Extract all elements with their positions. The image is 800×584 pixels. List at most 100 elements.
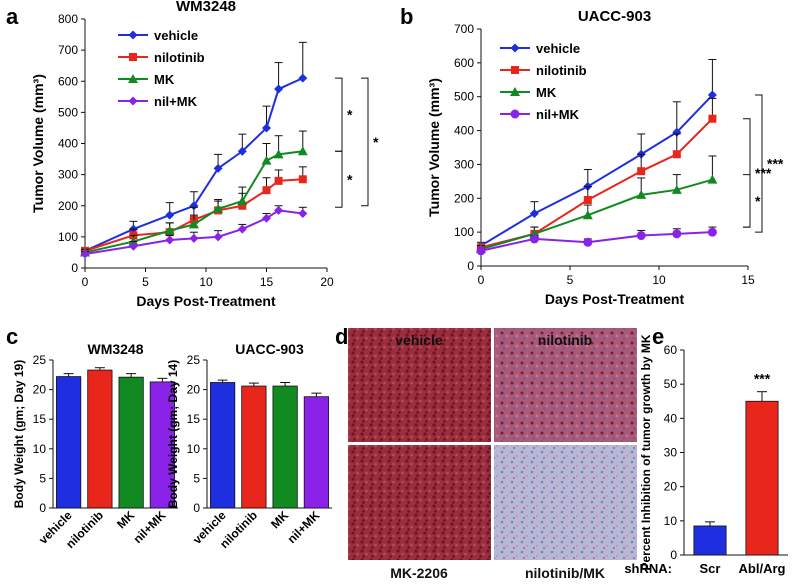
significance-bracket	[755, 94, 763, 233]
significance-bracket	[335, 77, 343, 152]
data-point	[583, 237, 593, 247]
y-tick-label: 30	[664, 446, 678, 460]
y-tick-label: 20	[187, 383, 201, 397]
significance-marker: ***	[755, 165, 772, 181]
data-point	[189, 201, 199, 211]
y-tick-label: 0	[467, 259, 474, 273]
chart-title: WM3248	[176, 0, 236, 15]
bar-abl-arg	[745, 400, 779, 556]
bar-nil-mk	[149, 381, 175, 509]
y-tick-label: 200	[58, 199, 78, 213]
significance-marker: *	[373, 134, 379, 150]
data-point	[274, 205, 284, 215]
y-tick-label: 700	[454, 22, 474, 36]
panel-e-bar-chart: 0 10 20 30 40 50 60 Percent Inhibition of tumor…	[624, 334, 788, 576]
legend-marker	[510, 109, 520, 119]
bar-scr	[693, 525, 727, 556]
data-point	[261, 155, 272, 165]
y-tick-label: 200	[454, 191, 474, 205]
legend-label: nil+MK	[154, 94, 198, 109]
micrograph-label-nilotinib-mk: nilotinib/MK	[525, 565, 605, 581]
category-label: MK	[268, 508, 291, 531]
panel-letter-d: d	[335, 324, 348, 349]
panel-c-bar-chart-uacc903: 0 5 10 15 20 25 UACC-903 Body Weight (gm; Day 1…	[166, 341, 332, 551]
panel-letter-c: c	[6, 324, 18, 349]
micrograph-label-nilotinib: nilotinib	[538, 332, 592, 348]
y-tick-label: 500	[454, 90, 474, 104]
panel-letter-b: b	[400, 4, 413, 29]
y-tick-label: 300	[58, 168, 78, 182]
data-point	[707, 227, 717, 237]
chart-title: UACC-903	[235, 341, 304, 357]
data-point	[237, 146, 247, 156]
x-tick-label: 10	[652, 273, 666, 287]
data-point	[708, 114, 717, 123]
data-point	[707, 90, 717, 100]
legend-label: MK	[154, 72, 175, 87]
data-point	[672, 127, 682, 137]
category-label: Scr	[700, 561, 721, 576]
significance-marker: *	[755, 193, 761, 209]
data-point	[476, 246, 486, 256]
legend-marker	[511, 66, 519, 74]
data-point	[297, 146, 308, 156]
chart-title: WM3248	[87, 341, 143, 357]
y-tick-label: 100	[58, 230, 78, 244]
data-point	[671, 184, 682, 194]
significance-marker: ***	[767, 156, 784, 172]
legend-marker	[128, 96, 138, 106]
data-point	[583, 195, 592, 204]
y-tick-label: 300	[454, 157, 474, 171]
y-axis-label: Percent Inhibition of tumor growth by MK	[639, 334, 653, 570]
legend-marker	[128, 30, 138, 40]
x-axis-label: Days Post-Treatment	[545, 291, 685, 307]
data-point	[707, 174, 718, 184]
y-tick-label: 0	[71, 261, 78, 275]
data-point	[237, 196, 248, 206]
data-point	[128, 241, 138, 251]
panel-a-line-chart: 0 100 200 300 400 500 600 700 800 0 5 10 15 20 WM3248 D…	[30, 0, 379, 309]
y-tick-label: 5	[193, 471, 200, 485]
y-tick-label: 400	[58, 137, 78, 151]
x-tick-label: 15	[741, 273, 755, 287]
significance-marker: *	[347, 171, 353, 187]
micrograph-mk2206	[348, 445, 491, 560]
y-tick-label: 20	[33, 383, 47, 397]
y-tick-label: 600	[58, 74, 78, 88]
y-tick-label: 5	[39, 471, 46, 485]
data-point	[636, 189, 647, 199]
x-tick-label: 5	[142, 275, 149, 289]
x-axis-label: shRNA:	[624, 561, 672, 576]
y-tick-label: 10	[664, 514, 678, 528]
x-tick-label: 10	[199, 275, 213, 289]
significance-bracket	[335, 150, 343, 208]
x-tick-label: 0	[82, 275, 89, 289]
y-tick-label: 25	[187, 353, 201, 367]
data-point	[274, 176, 283, 185]
x-tick-label: 0	[478, 273, 485, 287]
data-point	[237, 224, 247, 234]
significance-bracket	[743, 174, 751, 228]
x-axis-label: Days Post-Treatment	[136, 293, 276, 309]
panel-d-micrographs: vehicle nilotinib MK-2206 nilotinib/MK	[348, 328, 637, 581]
bar-nilotinib	[241, 385, 267, 509]
micrograph-label-mk2206: MK-2206	[390, 565, 448, 581]
y-axis-label: Body Weight (gm; Day 14)	[166, 360, 180, 508]
data-point	[529, 209, 539, 219]
y-tick-label: 60	[664, 343, 678, 357]
y-tick-label: 0	[670, 548, 677, 562]
data-point	[672, 150, 681, 159]
data-point	[262, 213, 271, 223]
y-axis-label: Tumor Volume (mm³)	[30, 74, 46, 213]
data-point	[238, 201, 247, 210]
category-label: Abl/Arg	[739, 561, 786, 576]
x-tick-label: 5	[567, 273, 574, 287]
data-point	[298, 175, 307, 184]
micrograph-vehicle	[348, 328, 491, 442]
bar-vehicle	[56, 376, 82, 509]
bar-mk	[118, 376, 144, 509]
panel-letter-e: e	[652, 324, 664, 349]
legend-marker	[510, 87, 520, 96]
y-tick-label: 40	[664, 411, 678, 425]
